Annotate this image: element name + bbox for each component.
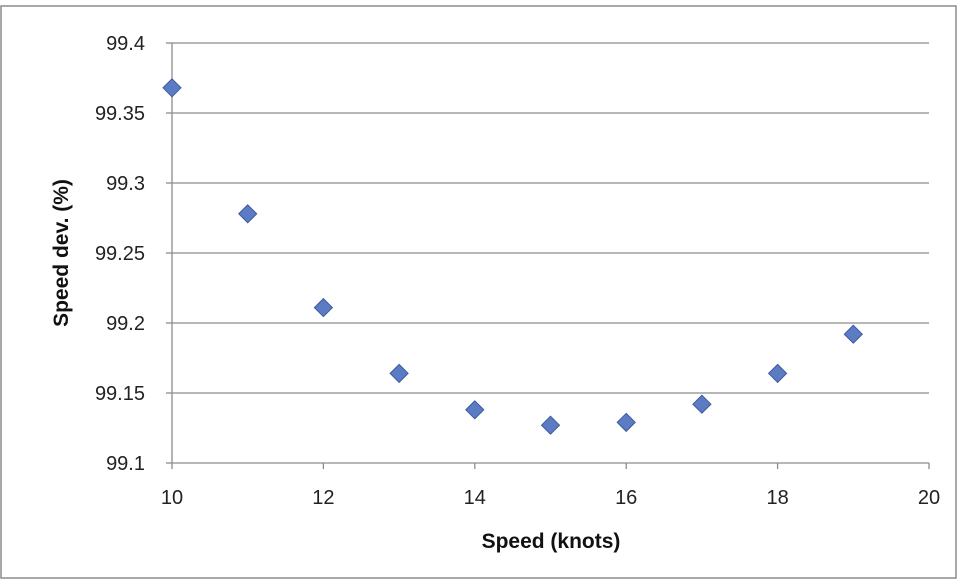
gridlines — [172, 42, 929, 394]
x-axis-title: Speed (knots) — [482, 530, 621, 553]
data-point — [465, 400, 485, 420]
y-tick-label: 99.3 — [106, 173, 145, 195]
y-tick-label: 99.25 — [95, 243, 145, 265]
data-point — [616, 412, 636, 433]
data-point — [313, 297, 334, 318]
y-tick-label: 99.15 — [95, 383, 145, 405]
data-point — [162, 78, 182, 98]
chart-border — [0, 5, 957, 579]
x-tick-label: 14 — [464, 487, 486, 509]
data-point — [843, 324, 864, 344]
y-tick-label: 99.4 — [106, 33, 145, 55]
y-axis-title: Speed dev. (%) — [50, 179, 73, 327]
y-tick-label: 99.1 — [106, 453, 145, 475]
x-tick-label: 16 — [615, 487, 637, 509]
y-tick-label: 99.35 — [95, 103, 145, 125]
y-tick-label: 99.2 — [106, 313, 145, 335]
data-points — [162, 78, 864, 435]
data-point — [767, 363, 788, 384]
data-point — [692, 394, 712, 414]
data-point — [540, 415, 561, 435]
y-axis-ticks: 99.1 99.15 99.2 99.25 99.3 99.35 99.4 — [95, 33, 172, 475]
data-point — [237, 204, 258, 224]
x-tick-label: 10 — [161, 487, 183, 509]
data-point — [389, 363, 409, 384]
x-tick-label: 18 — [766, 487, 788, 509]
x-tick-label: 12 — [312, 487, 334, 509]
x-axis-ticks: 10 12 14 16 18 20 — [161, 463, 940, 509]
x-tick-label: 20 — [918, 487, 940, 509]
